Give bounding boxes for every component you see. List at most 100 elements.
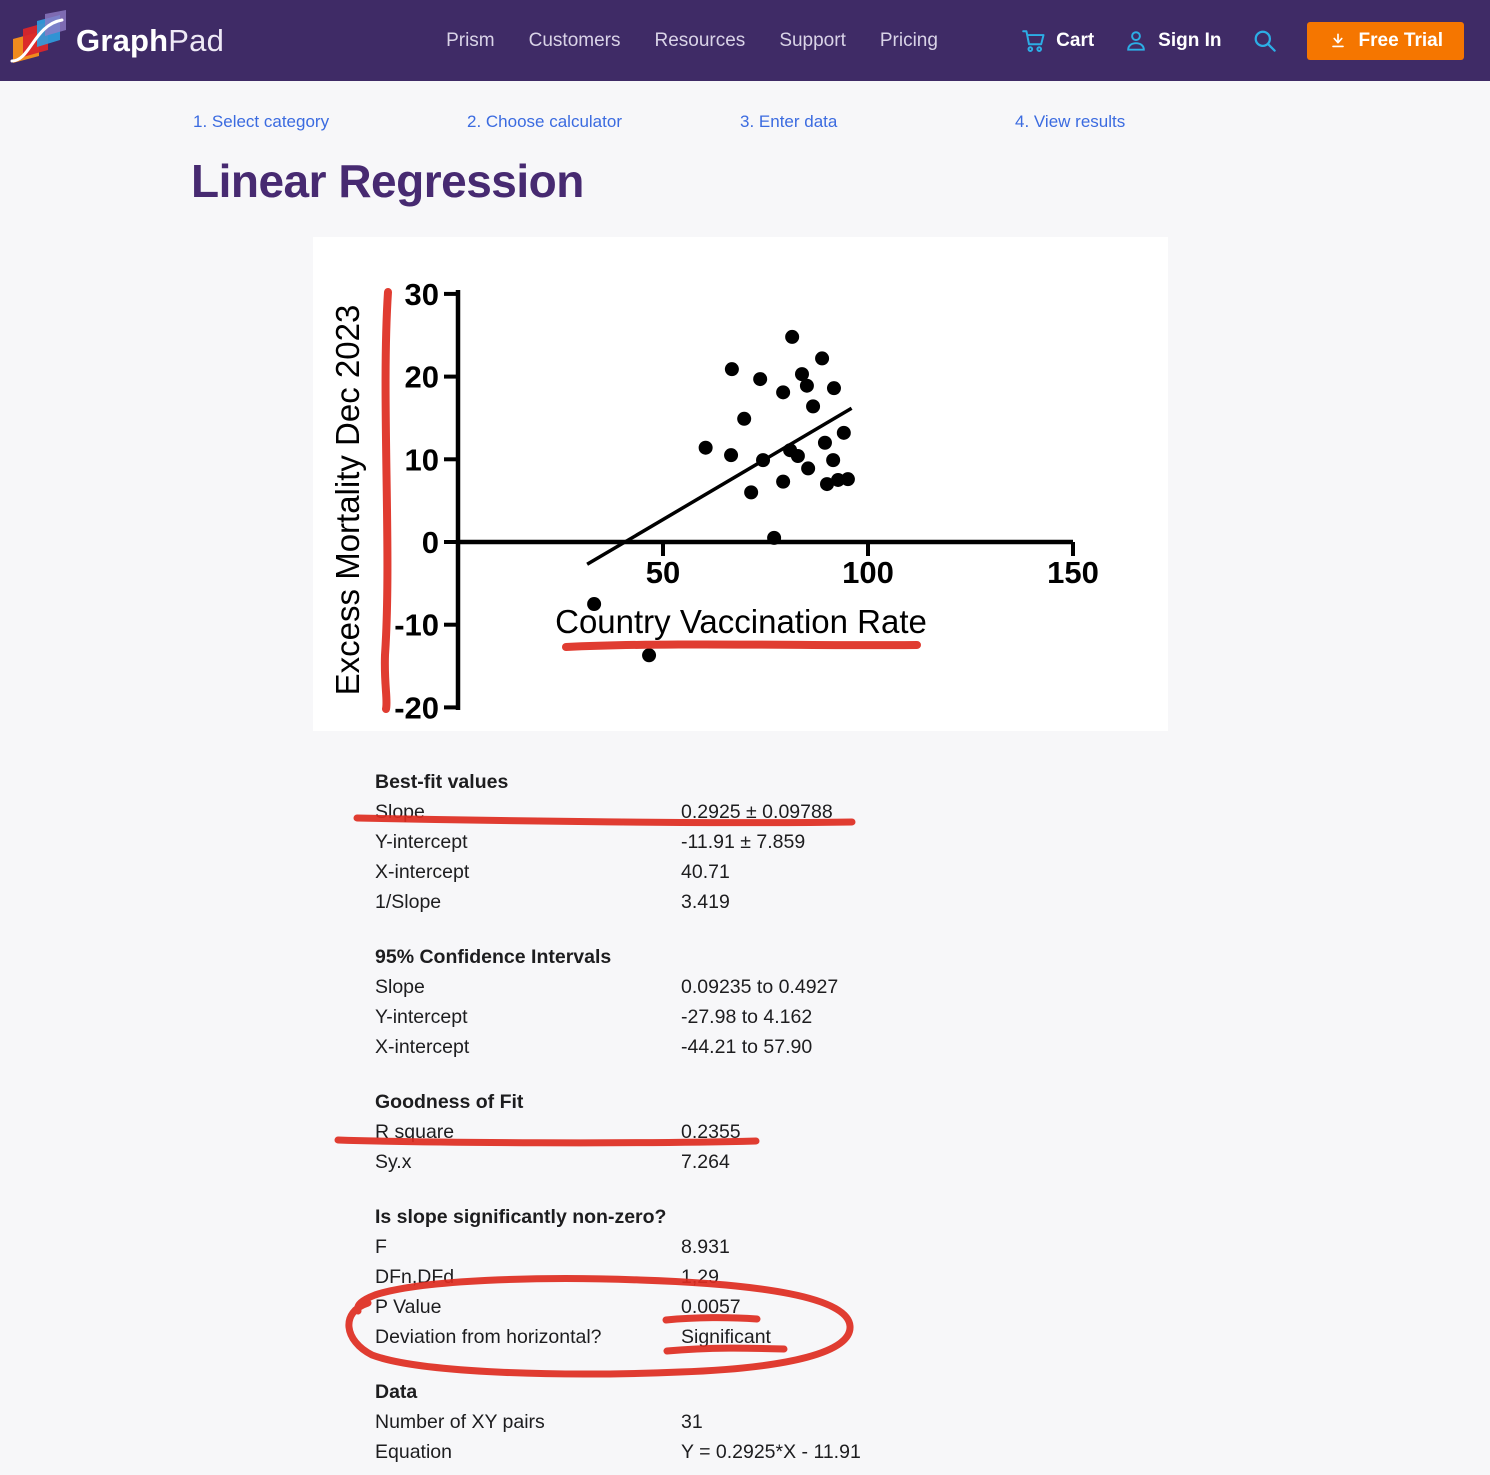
result-value: 1,29: [681, 1266, 719, 1288]
result-label: R square: [375, 1121, 455, 1143]
result-row: DFn,DFd 1,29: [375, 1262, 1015, 1292]
brand-pad: Pad: [168, 22, 225, 58]
data-point: [790, 448, 805, 463]
data-point: [698, 440, 713, 455]
result-row: Y-intercept -11.91 ± 7.859: [375, 827, 1015, 857]
download-icon: [1328, 31, 1348, 51]
result-value: -27.98 to 4.162: [681, 1006, 813, 1028]
results-section: Goodness of Fit R square 0.2355 Sy.x 7.264: [375, 1087, 1015, 1177]
data-point: [753, 372, 768, 387]
results-section: Data Number of XY pairs 31 Equation Y = 0.29…: [375, 1377, 1015, 1467]
data-point: [806, 399, 821, 414]
result-value: 0.0057: [681, 1296, 741, 1318]
menu-item-customers[interactable]: Customers: [528, 29, 621, 51]
cart-button[interactable]: Cart: [1021, 28, 1094, 54]
results-section-header: Data: [375, 1381, 418, 1403]
result-row: Deviation from horizontal? Significant: [375, 1322, 1015, 1352]
result-value: 7.264: [681, 1151, 730, 1173]
result-label: Equation: [375, 1441, 452, 1463]
results-section: Best-fit values Slope 0.2925 ± 0.09788 Y-in…: [375, 767, 1015, 917]
result-row: Slope 0.2925 ± 0.09788: [375, 797, 1015, 827]
results-section-header: 95% Confidence Intervals: [375, 946, 612, 968]
sign-in-button[interactable]: Sign In: [1123, 28, 1222, 54]
result-row: Slope 0.09235 to 0.4927: [375, 972, 1015, 1002]
x-tick-label: 150: [1047, 555, 1099, 590]
result-value: -11.91 ± 7.859: [681, 831, 806, 853]
free-trial-label: Free Trial: [1358, 29, 1444, 51]
step-choose-calculator[interactable]: 2. Choose calculator: [467, 112, 622, 131]
menu-item-resources[interactable]: Resources: [654, 29, 746, 51]
result-value: 0.2355: [681, 1121, 741, 1143]
result-label: Sy.x: [375, 1151, 412, 1173]
menu-item-prism[interactable]: Prism: [446, 29, 495, 51]
result-label: Deviation from horizontal?: [375, 1326, 602, 1348]
y-tick-label: 20: [405, 360, 439, 395]
cart-icon: [1021, 28, 1047, 54]
data-point: [820, 477, 834, 492]
result-row: Y-intercept -27.98 to 4.162: [375, 1002, 1015, 1032]
step-view-results[interactable]: 4. View results: [1015, 112, 1126, 131]
data-point: [826, 453, 841, 468]
data-point: [794, 367, 809, 382]
x-axis-title: Country Vaccination Rate: [555, 603, 927, 640]
search-icon[interactable]: [1251, 27, 1278, 54]
result-label: P Value: [375, 1296, 442, 1318]
data-point: [776, 385, 791, 400]
result-label: Y-intercept: [375, 831, 468, 853]
brand-name: GraphPad: [76, 23, 224, 59]
result-value: -44.21 to 57.90: [681, 1036, 813, 1058]
result-row: 1/Slope 3.419: [375, 887, 1015, 917]
brand-graph: Graph: [76, 22, 169, 58]
data-point: [724, 362, 739, 377]
result-value: 8.931: [681, 1236, 730, 1258]
data-point: [826, 381, 841, 396]
data-point: [817, 435, 832, 450]
data-point: [785, 329, 800, 344]
result-value: 3.419: [681, 891, 730, 913]
y-tick-label: 30: [405, 277, 439, 312]
free-trial-button[interactable]: Free Trial: [1306, 21, 1464, 60]
result-row: P Value 0.0057: [375, 1292, 1015, 1322]
result-row: R square 0.2355: [375, 1117, 1015, 1147]
result-label: F: [375, 1236, 387, 1258]
y-tick-label: -20: [394, 690, 439, 725]
result-row: Number of XY pairs 31: [375, 1407, 1015, 1437]
data-point: [836, 425, 851, 440]
result-label: X-intercept: [375, 1036, 470, 1058]
result-value: 31: [681, 1411, 703, 1433]
result-value: Y = 0.2925*X - 11.91: [681, 1441, 861, 1463]
results-section: Is slope significantly non-zero? F 8.931 DF…: [375, 1202, 1015, 1352]
result-value: 0.2925 ± 0.09788: [681, 801, 833, 823]
result-row: X-intercept 40.71: [375, 857, 1015, 887]
page-title: Linear Regression: [191, 155, 584, 207]
result-label: 1/Slope: [375, 891, 442, 913]
menu-item-pricing[interactable]: Pricing: [879, 29, 938, 51]
data-point: [767, 530, 782, 545]
step-enter-data[interactable]: 3. Enter data: [740, 112, 838, 131]
graphpad-logo[interactable]: GraphPad: [8, 9, 224, 72]
result-value: 40.71: [681, 861, 730, 883]
main-menu: Prism Customers Resources Support Pricin…: [446, 30, 938, 52]
navbar-right: Cart Sign In: [1021, 21, 1464, 60]
menu-item-support[interactable]: Support: [779, 29, 846, 51]
data-point: [801, 461, 816, 476]
regression-results: Best-fit values Slope 0.2925 ± 0.09788 Y-in…: [375, 767, 1015, 1467]
scatter-chart-panel: 50 100 150 30 20 10 0 -10 -20 Country Vaccination…: [313, 237, 1168, 731]
data-point: [642, 648, 657, 663]
x-tick-label: 50: [646, 555, 680, 590]
data-point: [737, 411, 752, 426]
result-row: X-intercept -44.21 to 57.90: [375, 1032, 1015, 1062]
result-label: Slope: [375, 801, 425, 823]
graphpad-logo-icon: [8, 9, 70, 72]
x-tick-label: 100: [842, 555, 894, 590]
regression-line: [586, 406, 853, 566]
y-tick-label: -10: [394, 608, 439, 643]
y-axis-title: Excess Mortality Dec 2023: [329, 305, 366, 696]
result-row: Equation Y = 0.2925*X - 11.91: [375, 1437, 1015, 1467]
step-select-category[interactable]: 1. Select category: [193, 112, 330, 131]
result-row: Sy.x 7.264: [375, 1147, 1015, 1177]
data-point: [724, 448, 739, 463]
results-section-header: Best-fit values: [375, 771, 509, 793]
result-label: Slope: [375, 976, 425, 998]
